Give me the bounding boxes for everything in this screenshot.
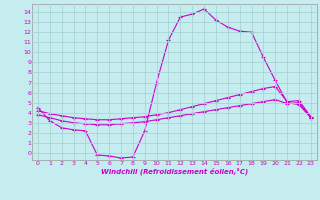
X-axis label: Windchill (Refroidissement éolien,°C): Windchill (Refroidissement éolien,°C): [101, 167, 248, 175]
